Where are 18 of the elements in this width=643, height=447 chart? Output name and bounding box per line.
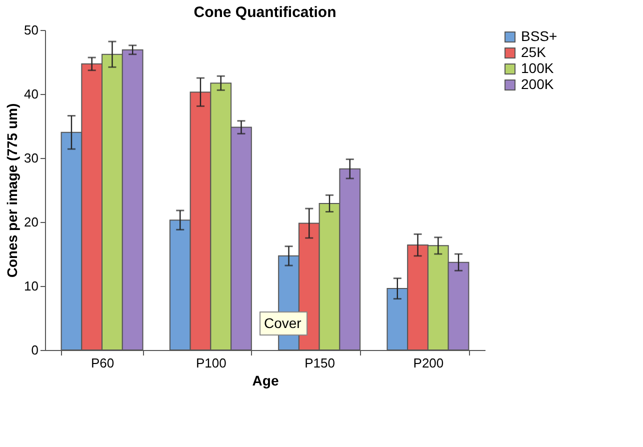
x-tick-label: P150 <box>304 356 336 370</box>
y-tick-label: 50 <box>24 22 38 38</box>
x-axis-title: Age <box>252 372 279 388</box>
y-tick-label: 0 <box>31 342 38 358</box>
x-tick-label: P100 <box>196 356 226 370</box>
legend-label: 200K <box>521 76 554 92</box>
legend-label: BSS+ <box>521 28 558 44</box>
x-tick-label: P60 <box>90 356 114 370</box>
y-axis-title: Cones per image (775 um) <box>4 103 20 278</box>
y-tick-label: 20 <box>24 214 38 230</box>
x-tick-label: P200 <box>413 356 444 370</box>
y-tick-label: 40 <box>24 86 38 102</box>
legend-label: 25K <box>521 44 547 60</box>
chart-title: Cone Quantification <box>194 4 336 21</box>
y-tick-label: 30 <box>24 150 38 166</box>
annotation: Cover <box>264 315 302 331</box>
legend-label: 100K <box>521 60 554 76</box>
y-tick-label: 10 <box>24 278 38 294</box>
